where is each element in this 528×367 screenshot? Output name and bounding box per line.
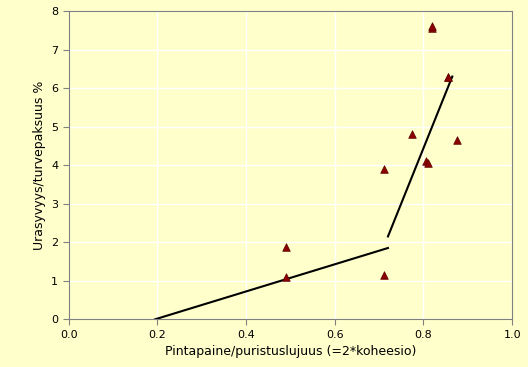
Point: [428, 23, 437, 29]
Point: [421, 159, 430, 164]
Point: [408, 131, 417, 137]
Point: [444, 73, 452, 80]
Point: [444, 75, 452, 80]
Point: [379, 166, 388, 172]
Point: [452, 137, 461, 143]
Point: [423, 160, 432, 166]
Point: [428, 25, 437, 31]
X-axis label: Pintapaine/puristuslujuus (=2*koheesio): Pintapaine/puristuslujuus (=2*koheesio): [165, 345, 416, 358]
Point: [282, 244, 290, 250]
Y-axis label: Urasyvyys/turvepaksuus %: Urasyvyys/turvepaksuus %: [33, 80, 45, 250]
Point: [282, 274, 290, 280]
Point: [379, 272, 388, 278]
